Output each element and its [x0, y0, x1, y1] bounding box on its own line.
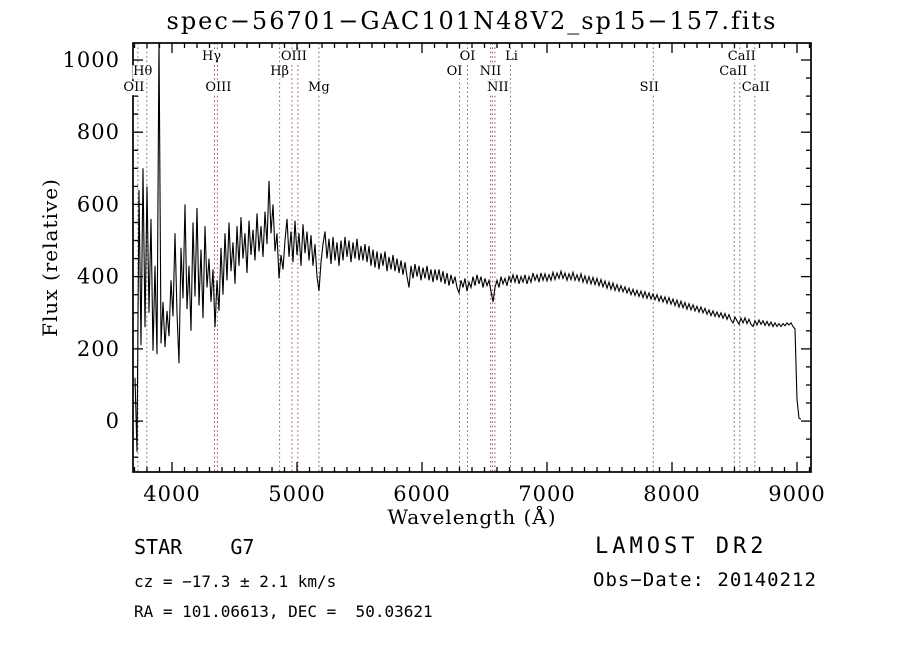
y-tick-label: 1000	[63, 48, 120, 72]
x-tick-label: 6000	[393, 482, 450, 506]
y-tick-label: 0	[106, 409, 120, 433]
x-tick-label: 5000	[268, 482, 325, 506]
spectral-line-label: OI	[458, 49, 477, 65]
spectral-line-label: Hγ	[200, 49, 223, 65]
spectral-line-label: CaII	[718, 64, 749, 80]
spectral-line-label: Li	[504, 49, 519, 65]
spectral-line-label: NII	[486, 80, 510, 96]
y-tick-label: 600	[77, 192, 120, 216]
y-tick-label: 400	[77, 265, 120, 289]
x-tick-label: 7000	[518, 482, 575, 506]
spectral-line-label: NII	[478, 64, 503, 80]
spectral-line-label: CaII	[740, 80, 771, 96]
plot-title: spec−56701−GAC101N48V2_sp15−157.fits	[166, 7, 778, 35]
classification-text: STAR G7	[134, 535, 255, 559]
x-axis-ticks: 4000 5000 6000 7000 8000 9000	[133, 43, 825, 506]
survey-text: LAMOST DR2	[595, 534, 768, 559]
x-axis-label: Wavelength (Å)	[387, 504, 556, 529]
spectral-line-label: SII	[638, 80, 660, 96]
y-axis-ticks: 0 200 400 600 800 1000	[63, 48, 811, 458]
plot-frame	[132, 42, 812, 473]
obsdate-text: Obs−Date: 20140212	[593, 569, 817, 591]
spectral-line-label: Mg	[307, 80, 331, 96]
spectral-line-label: OII	[122, 80, 146, 96]
y-tick-label: 800	[77, 120, 120, 144]
radec-text: RA = 101.06613, DEC = 50.03621	[134, 602, 433, 621]
spectral-line-label: OIII	[204, 80, 233, 96]
y-tick-label: 200	[77, 337, 120, 361]
x-tick-label: 9000	[768, 482, 825, 506]
spectral-line-label: Hβ	[269, 64, 291, 80]
spectral-line-label: OIII	[279, 49, 308, 65]
x-tick-label: 4000	[143, 482, 200, 506]
spectral-line-label: Hθ	[132, 64, 154, 80]
y-axis-label: Flux (relative)	[38, 178, 62, 337]
spectrum-trace	[134, 43, 802, 452]
cz-text: cz = −17.3 ± 2.1 km/s	[134, 572, 337, 591]
x-tick-label: 8000	[643, 482, 700, 506]
spectral-line-label: CaII	[726, 49, 757, 65]
spectral-line-label: OI	[445, 64, 464, 80]
